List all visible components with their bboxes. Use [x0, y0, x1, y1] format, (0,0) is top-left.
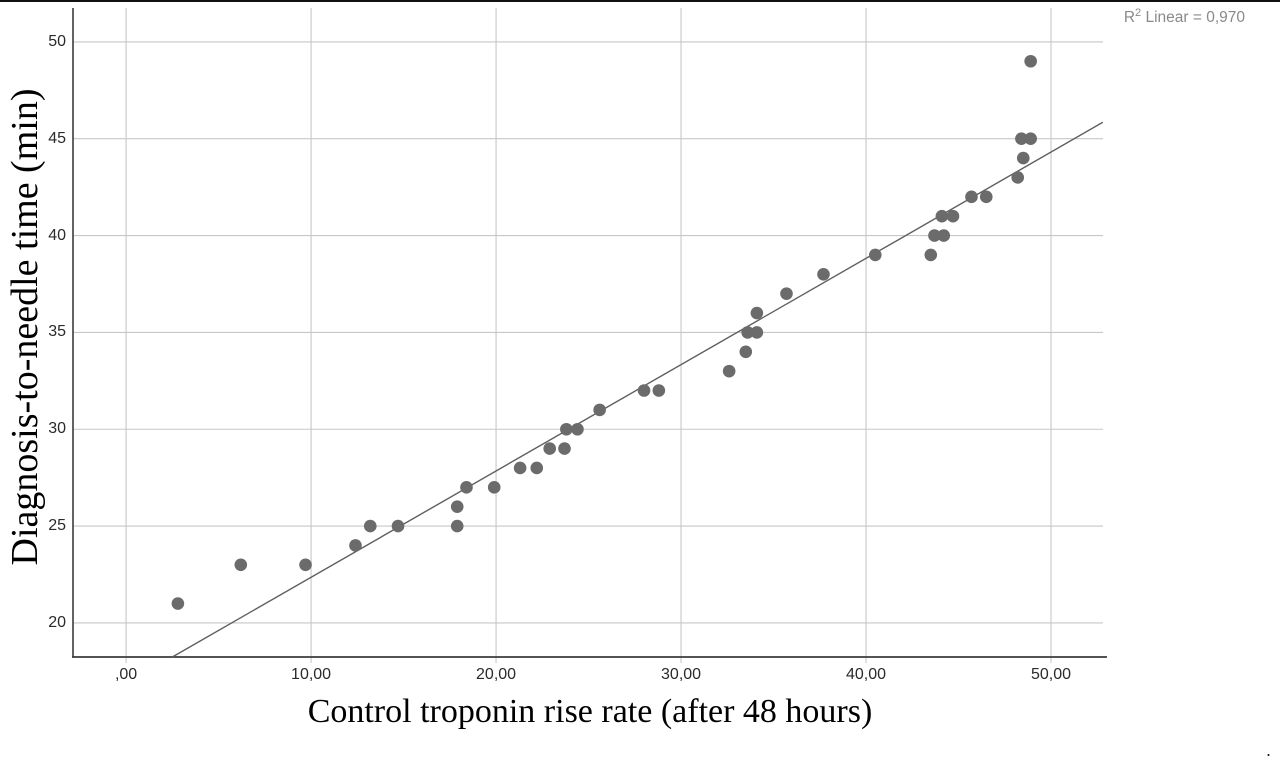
data-point	[1024, 132, 1037, 146]
data-point	[817, 268, 830, 281]
data-point	[349, 539, 362, 552]
data-point	[234, 558, 248, 572]
x-tick-label: 50,00	[1030, 666, 1072, 683]
stray-period-mark: .	[1266, 740, 1272, 760]
data-point	[868, 248, 882, 262]
data-point	[460, 481, 473, 494]
y-tick-label: 40	[48, 226, 66, 244]
data-point	[1024, 54, 1037, 68]
data-point	[637, 384, 651, 397]
x-tick-label: ,00	[114, 666, 138, 683]
data-point	[530, 461, 544, 475]
data-point	[558, 442, 571, 455]
y-tick-label: 50	[48, 32, 66, 50]
data-point	[543, 442, 557, 455]
data-point	[741, 326, 754, 339]
y-tick-label: 35	[48, 323, 66, 341]
data-point	[924, 248, 938, 262]
data-point	[363, 519, 377, 533]
r-squared-superscript: 2	[1135, 6, 1142, 19]
data-point	[560, 422, 573, 436]
data-point	[780, 287, 793, 300]
r-squared-annotation: R2 Linear = 0,970	[1123, 6, 1245, 27]
data-point	[935, 209, 949, 223]
data-point	[946, 209, 960, 223]
data-point	[652, 384, 666, 397]
r-squared-prefix: R	[1123, 9, 1136, 26]
data-point	[965, 190, 978, 204]
data-point	[487, 481, 501, 494]
data-point	[739, 345, 753, 359]
data-point	[1016, 151, 1030, 165]
data-point	[299, 558, 312, 572]
data-point	[450, 519, 464, 533]
data-point	[979, 190, 993, 204]
data-point	[1011, 171, 1025, 184]
data-point	[750, 326, 764, 339]
y-tick-label: 45	[48, 129, 66, 147]
x-tick-label: 40,00	[846, 666, 887, 683]
data-point	[1015, 132, 1028, 146]
y-tick-label: 25	[48, 517, 66, 535]
x-tick-label: 30,00	[661, 666, 702, 683]
top-border-line	[0, 0, 1280, 2]
data-point	[928, 229, 941, 242]
data-point	[391, 519, 405, 533]
y-tick-label: 30	[48, 420, 66, 438]
data-point	[937, 229, 951, 242]
x-axis-title: Control troponin rise rate (after 48 hou…	[307, 693, 873, 730]
data-point	[450, 500, 464, 514]
data-point	[571, 422, 584, 436]
r-squared-value-text: Linear = 0,970	[1141, 9, 1245, 26]
data-point	[750, 306, 764, 320]
regression-fit-line	[171, 121, 1104, 658]
data-point	[513, 461, 527, 475]
y-tick-label: 20	[48, 613, 66, 631]
x-tick-label: 20,00	[476, 666, 517, 683]
data-point	[593, 403, 606, 417]
data-point	[171, 597, 185, 610]
data-point	[722, 364, 736, 378]
x-tick-label: 10,00	[291, 666, 332, 683]
